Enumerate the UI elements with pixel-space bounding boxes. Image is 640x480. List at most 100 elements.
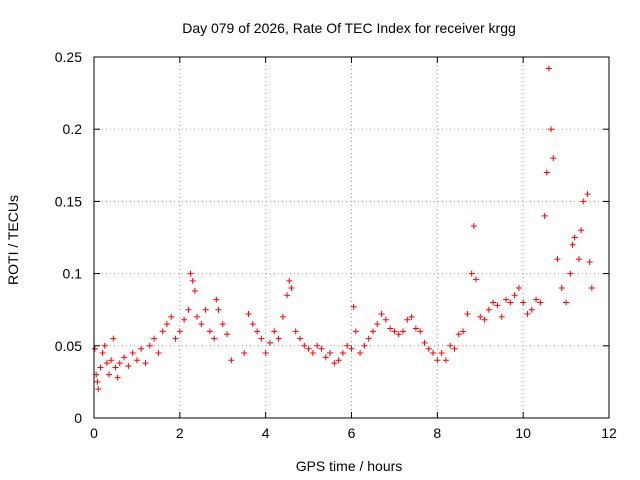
data-point (254, 328, 261, 335)
data-point (279, 313, 286, 320)
data-point (95, 386, 102, 393)
data-point (563, 299, 570, 306)
data-point (198, 321, 205, 328)
data-point (451, 345, 458, 352)
data-point (185, 306, 192, 313)
x-tick-label: 4 (262, 425, 270, 441)
data-point (528, 306, 535, 313)
data-point (485, 306, 492, 313)
data-point (318, 345, 325, 352)
data-point (374, 321, 381, 328)
data-point (438, 350, 445, 357)
data-point (271, 328, 278, 335)
data-point (189, 277, 196, 284)
data-point (309, 350, 316, 357)
data-point (586, 259, 593, 266)
data-point (417, 328, 424, 335)
x-tick-label: 2 (176, 425, 184, 441)
data-point (94, 378, 101, 385)
axis-ticks: 0 2 4 6 8 10 12 0 0.05 0.1 0.15 0.2 0.25 (55, 49, 617, 441)
data-point (543, 169, 550, 176)
data-point (116, 360, 123, 367)
x-tick-label: 8 (433, 425, 441, 441)
data-point (172, 335, 179, 342)
data-point (327, 350, 334, 357)
data-point (369, 328, 376, 335)
data-point (146, 342, 153, 349)
data-point (520, 299, 527, 306)
y-tick-label: 0 (74, 410, 82, 426)
data-point (129, 350, 136, 357)
data-point (176, 328, 183, 335)
data-point (262, 350, 269, 357)
data-point (578, 227, 585, 234)
data-point (507, 299, 514, 306)
data-point (335, 357, 342, 364)
data-point (350, 303, 357, 310)
data-point (202, 306, 209, 313)
data-point (408, 313, 415, 320)
data-point (121, 354, 128, 361)
data-point (545, 65, 552, 72)
data-point (498, 313, 505, 320)
data-point (447, 342, 454, 349)
y-tick-label: 0.25 (55, 49, 82, 65)
data-point (219, 321, 226, 328)
data-point (421, 339, 428, 346)
x-tick-label: 0 (90, 425, 98, 441)
y-axis-label: ROTI / TECUs (5, 195, 21, 285)
data-point (378, 311, 385, 318)
data-point (442, 357, 449, 364)
data-point (138, 345, 145, 352)
data-point (494, 302, 501, 309)
data-point (464, 311, 471, 318)
data-point (468, 270, 475, 277)
data-point (331, 360, 338, 367)
data-point (322, 354, 329, 361)
y-tick-label: 0.1 (63, 266, 83, 282)
data-point (541, 212, 548, 219)
data-points (91, 65, 595, 393)
data-point (213, 296, 220, 303)
data-point (430, 350, 437, 357)
data-point (352, 328, 359, 335)
data-point (187, 270, 194, 277)
x-tick-label: 10 (515, 425, 531, 441)
data-point (292, 328, 299, 335)
data-point (460, 328, 467, 335)
data-point (470, 222, 477, 229)
data-point (155, 350, 162, 357)
data-point (344, 342, 351, 349)
data-point (284, 292, 291, 299)
data-point (558, 285, 565, 292)
data-point (365, 335, 372, 342)
data-point (99, 350, 106, 357)
data-point (548, 126, 555, 133)
data-point (477, 313, 484, 320)
data-point (575, 256, 582, 263)
data-point (106, 371, 113, 378)
data-point (241, 350, 248, 357)
data-point (301, 342, 308, 349)
data-point (91, 345, 98, 352)
data-point (550, 155, 557, 162)
data-point (314, 342, 321, 349)
data-point (339, 350, 346, 357)
data-point (515, 285, 522, 292)
data-point (286, 277, 293, 284)
data-point (361, 342, 368, 349)
data-point (490, 299, 497, 306)
data-point (395, 331, 402, 338)
data-point (224, 331, 231, 338)
x-tick-label: 6 (348, 425, 356, 441)
y-tick-label: 0.2 (63, 121, 83, 137)
chart-title: Day 079 of 2026, Rate Of TEC Index for r… (182, 20, 516, 36)
data-point (249, 321, 256, 328)
data-point (382, 316, 389, 323)
data-point (181, 316, 188, 323)
data-point (108, 357, 115, 364)
data-point (245, 311, 252, 318)
data-point (481, 316, 488, 323)
data-point (412, 325, 419, 332)
